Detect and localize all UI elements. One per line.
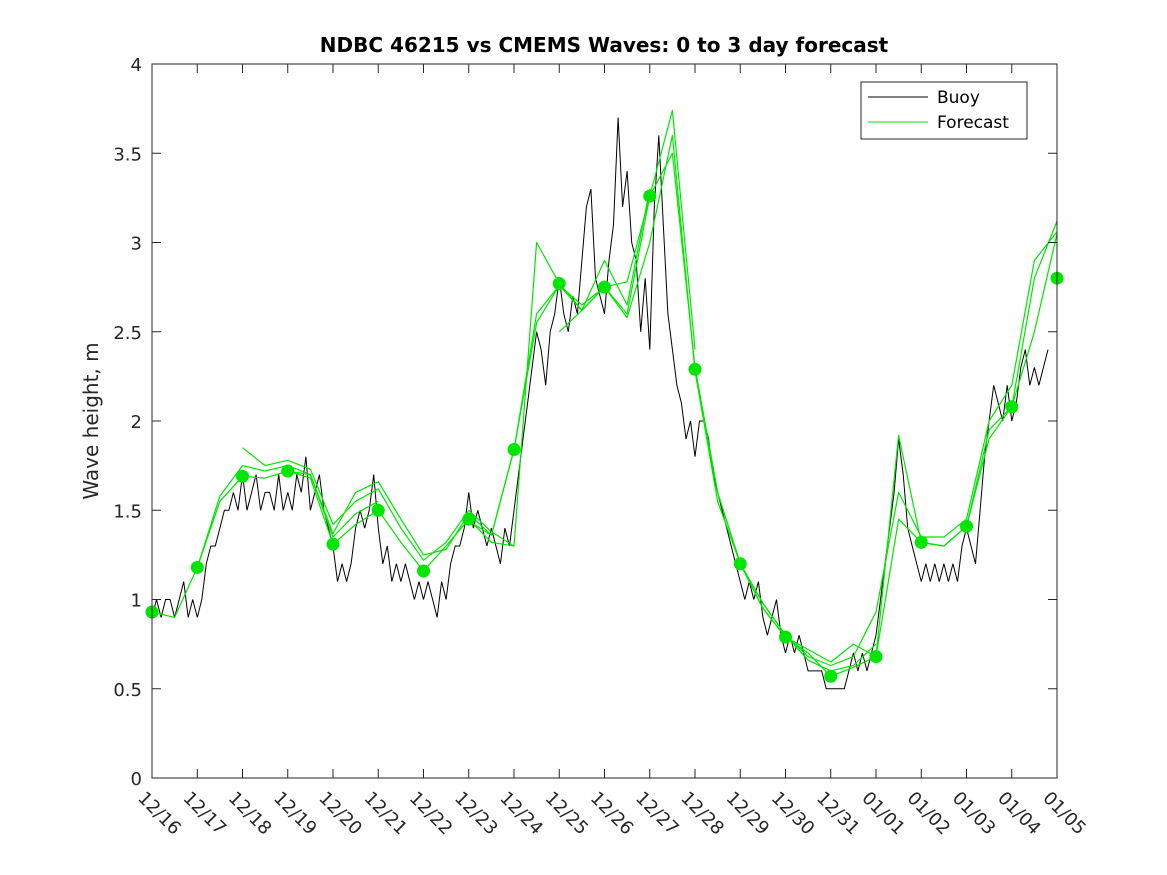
forecast-marker bbox=[281, 464, 295, 478]
y-tick-label: 0 bbox=[131, 769, 142, 790]
forecast-marker bbox=[462, 512, 476, 526]
y-tick-label: 1 bbox=[131, 591, 142, 612]
y-tick-label: 2.5 bbox=[113, 323, 142, 344]
y-tick-label: 1.5 bbox=[113, 501, 142, 522]
chart-title: NDBC 46215 vs CMEMS Waves: 0 to 3 day fo… bbox=[320, 33, 889, 57]
plot-lines bbox=[145, 109, 1064, 690]
forecast-marker bbox=[1005, 400, 1019, 414]
forecast-marker bbox=[236, 469, 249, 483]
legend-label-forecast: Forecast bbox=[937, 113, 1009, 133]
forecast-marker bbox=[598, 280, 611, 294]
y-tick-label: 3.5 bbox=[113, 144, 142, 165]
y-axis-label: Wave height, m bbox=[79, 342, 103, 499]
series-forecast-line bbox=[739, 231, 1058, 667]
y-axis-ticks: 0 0.5 1 1.5 2 2.5 3 3.5 4 bbox=[113, 55, 1057, 790]
legend-label-buoy: Buoy bbox=[937, 88, 980, 108]
forecast-marker bbox=[417, 564, 430, 578]
forecast-marker bbox=[914, 535, 928, 549]
forecast-marker bbox=[824, 669, 838, 683]
forecast-marker bbox=[688, 362, 702, 376]
forecast-marker bbox=[326, 537, 340, 551]
forecast-marker bbox=[733, 557, 747, 571]
forecast-marker bbox=[643, 189, 657, 203]
y-tick-label: 3 bbox=[131, 234, 142, 255]
forecast-marker bbox=[507, 443, 521, 457]
legend-box bbox=[860, 81, 1028, 140]
forecast-marker bbox=[869, 650, 883, 664]
series-forecast-line bbox=[196, 470, 515, 572]
forecast-marker bbox=[779, 630, 792, 644]
forecast-marker bbox=[960, 519, 973, 533]
y-tick-label: 0.5 bbox=[113, 680, 142, 701]
forecast-marker bbox=[552, 277, 566, 291]
series-forecast-line bbox=[151, 465, 379, 619]
series-forecast-line bbox=[558, 134, 877, 672]
y-tick-label: 4 bbox=[131, 55, 142, 76]
series-forecast-line bbox=[468, 152, 877, 677]
legend: Buoy Forecast bbox=[860, 81, 1028, 140]
forecast-marker bbox=[371, 503, 385, 517]
y-tick-label: 2 bbox=[131, 412, 142, 433]
forecast-marker bbox=[190, 560, 204, 574]
